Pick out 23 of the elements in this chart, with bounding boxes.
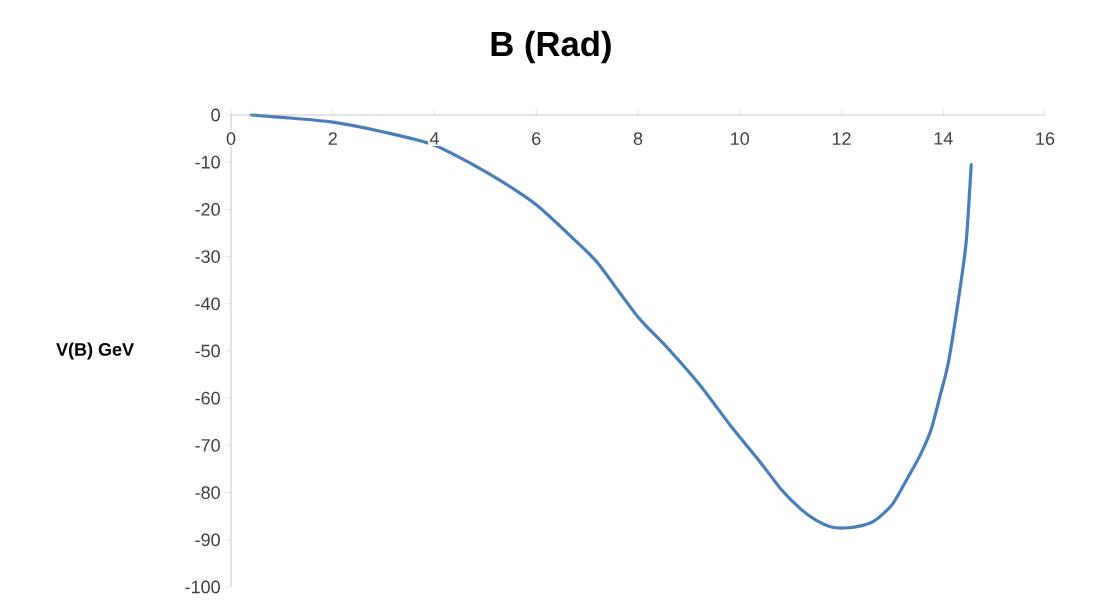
- x-tick-label: 2: [328, 132, 337, 145]
- y-tick-label: -90: [195, 533, 220, 547]
- y-tick-label: -50: [195, 344, 220, 358]
- y-tick-label: -60: [195, 391, 220, 405]
- y-tick-label: -40: [195, 297, 220, 311]
- chart-title: B (Rad): [491, 30, 611, 64]
- x-tick-label: 0: [226, 132, 236, 145]
- x-tick-label: 16: [1036, 132, 1055, 145]
- y-tick-label: -10: [195, 155, 220, 169]
- line-series: [249, 113, 973, 530]
- x-tick-label: 10: [731, 132, 750, 145]
- y-axis-title: V(B) GeV: [56, 342, 134, 360]
- y-tick-label: -30: [195, 250, 220, 263]
- y-tick-label: -70: [195, 439, 220, 452]
- x-tick-label: 8: [633, 132, 643, 145]
- y-tick-label: 0: [211, 108, 220, 122]
- x-tick-label: 12: [832, 132, 851, 145]
- x-tick-label: 6: [532, 132, 541, 145]
- y-tick-label: -100: [185, 580, 220, 594]
- x-tick-label: 4: [429, 132, 439, 145]
- y-tick-label: -80: [195, 486, 220, 499]
- y-tick-label: -20: [195, 203, 220, 216]
- x-tick-label: 14: [934, 132, 953, 145]
